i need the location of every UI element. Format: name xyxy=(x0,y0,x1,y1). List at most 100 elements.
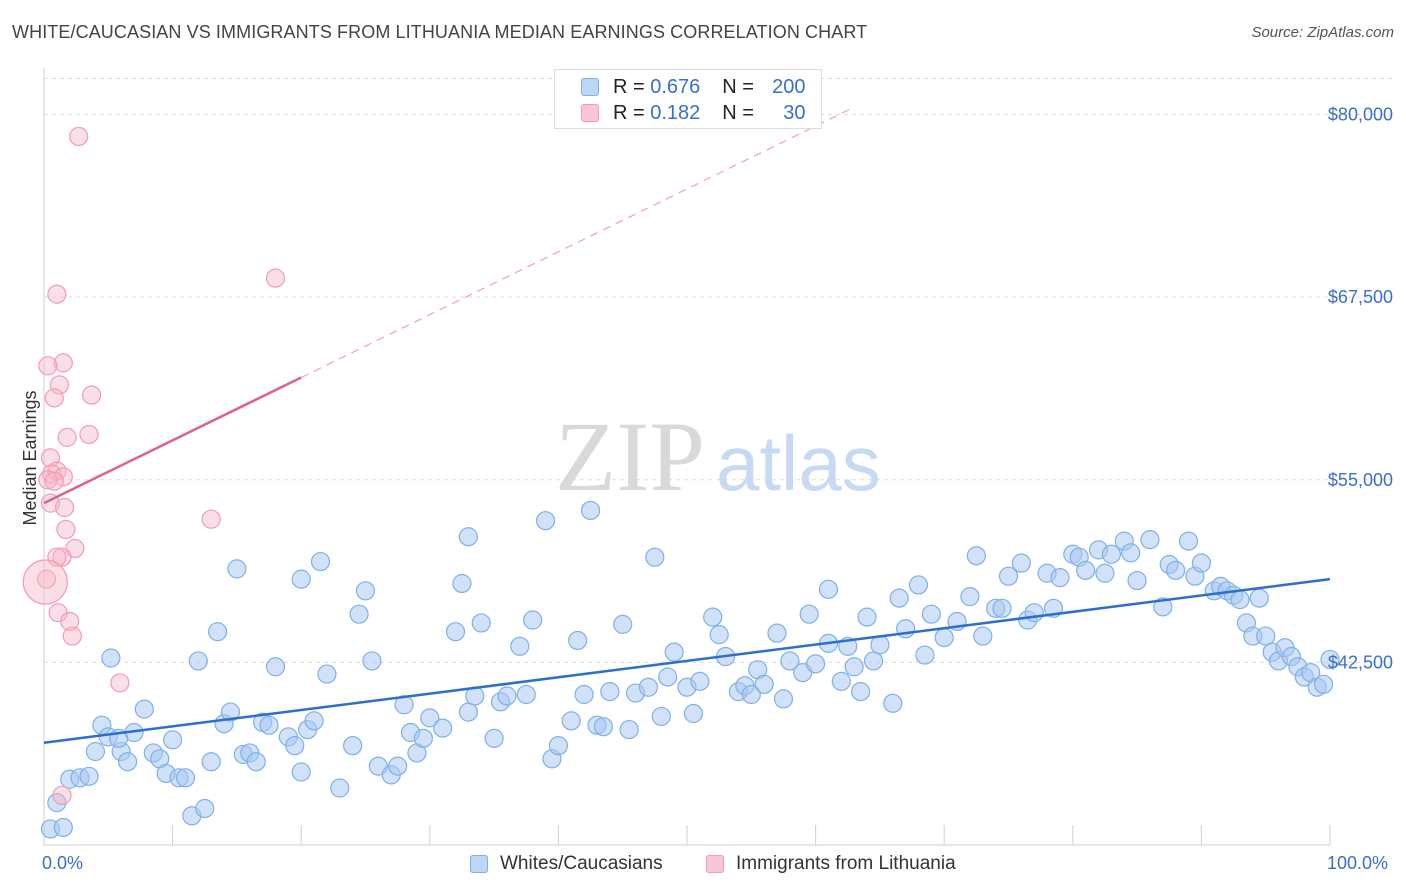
data-point-lithuania xyxy=(22,559,68,605)
data-point-whites xyxy=(1166,560,1186,580)
data-point-whites xyxy=(163,730,183,750)
data-point-whites xyxy=(638,677,659,697)
legend-r-label: R = xyxy=(613,75,645,98)
trend-line-lithuania xyxy=(43,376,302,505)
data-point-whites xyxy=(445,622,466,642)
data-point-whites xyxy=(580,500,601,521)
data-point-lithuania xyxy=(81,385,102,405)
data-point-whites xyxy=(818,579,839,599)
data-point-lithuania xyxy=(69,126,89,147)
legend-swatch-whites xyxy=(581,78,599,96)
data-point-lithuania xyxy=(54,497,75,518)
data-point-whites xyxy=(343,736,363,756)
data-point-whites xyxy=(420,708,440,728)
data-point-whites xyxy=(1191,553,1212,573)
data-point-whites xyxy=(664,642,684,662)
data-point-lithuania xyxy=(38,356,58,376)
data-point-whites xyxy=(805,654,826,674)
data-point-whites xyxy=(915,645,935,665)
watermark-zip: ZIP xyxy=(555,401,705,512)
data-point-whites xyxy=(561,711,581,731)
trend-line-lithuania-extension xyxy=(300,106,855,379)
data-point-whites xyxy=(966,546,986,566)
x-axis-max-label: 100.0% xyxy=(1327,853,1389,873)
data-point-whites xyxy=(1320,649,1340,670)
legend-n-label: N = xyxy=(722,75,754,98)
data-point-whites xyxy=(1140,530,1160,550)
data-point-whites xyxy=(1178,531,1199,551)
data-point-lithuania xyxy=(52,785,72,805)
data-point-whites xyxy=(1256,626,1276,646)
data-point-whites xyxy=(1101,544,1121,564)
data-point-lithuania xyxy=(110,673,130,693)
legend-row-lithuania: R = 0.182 N = 30 xyxy=(581,101,806,125)
data-point-whites xyxy=(651,706,671,727)
data-point-whites xyxy=(195,798,215,819)
data-point-whites xyxy=(844,657,864,677)
data-point-whites xyxy=(799,604,819,624)
data-point-whites xyxy=(690,671,710,691)
data-point-whites xyxy=(683,703,704,724)
data-point-whites xyxy=(497,686,517,706)
data-point-whites xyxy=(227,559,247,579)
data-point-whites xyxy=(523,610,543,630)
bottom-legend-swatch-whites xyxy=(470,855,488,873)
y-tick-label: $67,500 xyxy=(1328,287,1393,307)
data-point-lithuania xyxy=(265,268,286,288)
data-point-whites xyxy=(79,766,99,786)
data-point-whites xyxy=(349,604,369,624)
data-point-whites xyxy=(458,527,478,547)
data-point-whites xyxy=(101,648,121,668)
data-point-lithuania xyxy=(57,427,77,447)
data-point-whites xyxy=(998,566,1019,586)
data-point-lithuania xyxy=(36,569,57,589)
data-point-whites xyxy=(317,664,337,684)
data-point-whites xyxy=(259,715,279,735)
legend-n-label: N = xyxy=(722,101,754,124)
data-point-whites xyxy=(175,768,196,788)
data-point-lithuania xyxy=(47,284,67,304)
stats-legend: R = 0.676 N = 200 R = 0.182 N = 30 xyxy=(554,69,822,129)
data-point-whites xyxy=(773,689,794,709)
y-tick-label: $55,000 xyxy=(1328,470,1393,490)
data-point-whites xyxy=(246,752,266,772)
axes xyxy=(43,68,1331,846)
data-point-whites xyxy=(883,693,903,713)
data-point-whites xyxy=(709,625,729,645)
data-point-whites xyxy=(645,547,665,567)
data-point-lithuania xyxy=(52,547,72,567)
bottom-legend-swatch-lithuania xyxy=(706,855,724,873)
data-point-whites xyxy=(889,588,909,608)
data-point-whites xyxy=(458,702,478,722)
bottom-legend-lithuania: Immigrants from Lithuania xyxy=(706,852,956,876)
data-point-whites xyxy=(934,627,954,648)
data-point-whites xyxy=(754,674,774,694)
data-point-whites xyxy=(574,684,594,705)
data-point-whites xyxy=(1011,553,1031,573)
data-point-lithuania xyxy=(62,626,82,646)
data-point-whites xyxy=(452,573,472,594)
data-point-lithuania xyxy=(44,388,64,408)
trend-line-whites xyxy=(43,577,1331,744)
trend-lines xyxy=(43,106,1331,744)
data-point-whites xyxy=(413,728,433,748)
data-point-whites xyxy=(1249,588,1269,608)
data-point-whites xyxy=(548,736,569,756)
bottom-legend-label: Immigrants from Lithuania xyxy=(736,853,956,874)
data-point-whites xyxy=(600,681,620,702)
data-point-whites xyxy=(516,684,536,705)
data-point-whites xyxy=(433,718,453,738)
data-point-whites xyxy=(1095,563,1115,583)
data-point-lithuania xyxy=(53,467,73,487)
data-point-lithuania xyxy=(79,424,99,445)
data-point-whites xyxy=(857,607,877,627)
data-point-whites xyxy=(780,651,800,671)
y-axis-label: Median Earnings xyxy=(20,390,40,525)
data-point-whites xyxy=(741,684,761,705)
data-point-whites xyxy=(1121,543,1141,563)
data-point-whites xyxy=(362,651,382,671)
data-point-whites xyxy=(330,778,350,798)
data-point-whites xyxy=(613,614,633,634)
data-point-whites xyxy=(117,752,138,772)
